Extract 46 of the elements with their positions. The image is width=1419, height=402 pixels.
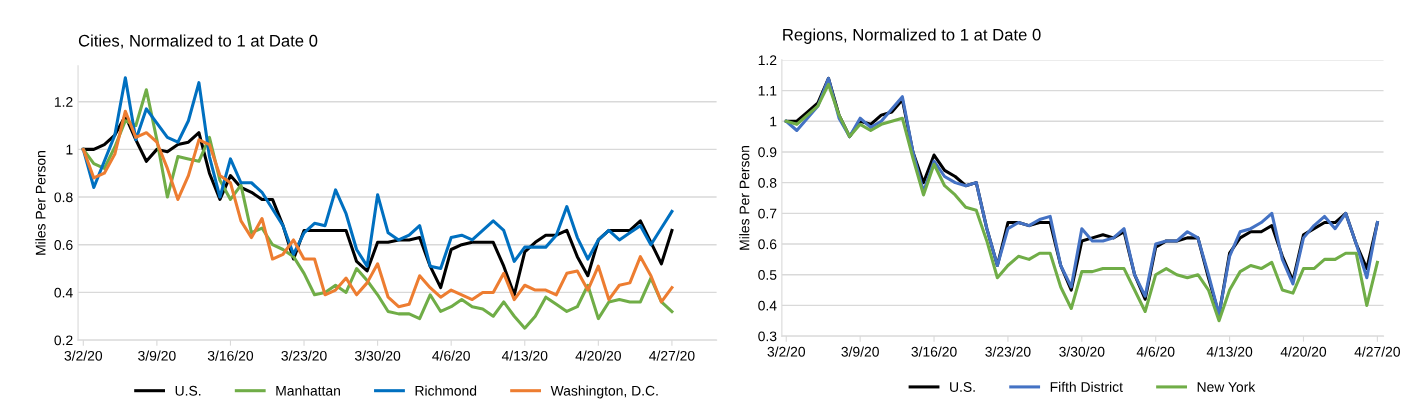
x-tick-label: 3/16/20: [911, 346, 957, 357]
x-tick-label: 4/20/20: [575, 350, 621, 361]
x-tick-label: 3/2/20: [64, 350, 103, 361]
x-tick-label: 3/23/20: [281, 350, 327, 361]
y-axis-title: Miles Per Person: [35, 151, 46, 255]
y-tick-label: 0.6: [758, 239, 777, 250]
y-tick-label: 0.7: [758, 208, 777, 219]
legend-label: Fifth District: [1050, 381, 1123, 392]
x-tick-label: 3/23/20: [985, 346, 1031, 357]
x-tick-label: 3/30/20: [354, 350, 401, 361]
x-tick-label: 4/13/20: [501, 350, 548, 361]
x-tick-label: 4/13/20: [1206, 346, 1253, 357]
y-tick-label: 0.5: [758, 270, 777, 280]
x-tick-label: 3/9/20: [138, 350, 176, 361]
x-tick-label: 4/20/20: [1280, 346, 1327, 357]
x-tick-label: 4/6/20: [432, 350, 470, 361]
legend-label: Richmond: [415, 385, 477, 396]
y-tick-label: 0.3: [758, 331, 777, 342]
y-tick-label: 0.4: [758, 300, 777, 311]
y-tick-label: 0.9: [758, 147, 777, 158]
legend-label: U.S.: [950, 382, 975, 392]
x-tick-label: 3/16/20: [207, 350, 254, 361]
y-tick-label: 0.4: [54, 287, 73, 298]
y-axis-title: Miles Per Person: [739, 146, 750, 250]
x-tick-label: 3/30/20: [1059, 346, 1105, 357]
y-tick-label: 0.2: [54, 335, 73, 346]
x-tick-label: 4/6/20: [1136, 346, 1175, 357]
legend-label: Washington, D.C.: [550, 385, 658, 399]
y-tick-label: 1: [66, 144, 73, 155]
x-tick-label: 4/27/20: [1354, 346, 1400, 357]
y-tick-label: 1.2: [758, 55, 777, 65]
y-tick-label: 1.1: [758, 86, 777, 96]
chart-title: Cities, Normalized to 1 at Date 0: [78, 34, 318, 49]
y-tick-label: 0.8: [54, 192, 73, 203]
y-tick-label: 0.8: [758, 177, 777, 188]
legend-label: New York: [1197, 381, 1256, 392]
legend-label: U.S.: [175, 385, 201, 396]
y-tick-label: 0.6: [54, 240, 73, 250]
x-tick-label: 3/9/20: [841, 346, 879, 357]
x-tick-label: 4/27/20: [649, 350, 695, 361]
line-series: [81, 76, 674, 271]
y-tick-label: 1.2: [54, 97, 73, 107]
y-tick-label: 1: [770, 116, 777, 127]
x-tick-label: 3/2/20: [767, 346, 806, 357]
chart-title: Regions, Normalized to 1 at Date 0: [783, 28, 1041, 44]
legend-label: Manhattan: [276, 385, 340, 396]
